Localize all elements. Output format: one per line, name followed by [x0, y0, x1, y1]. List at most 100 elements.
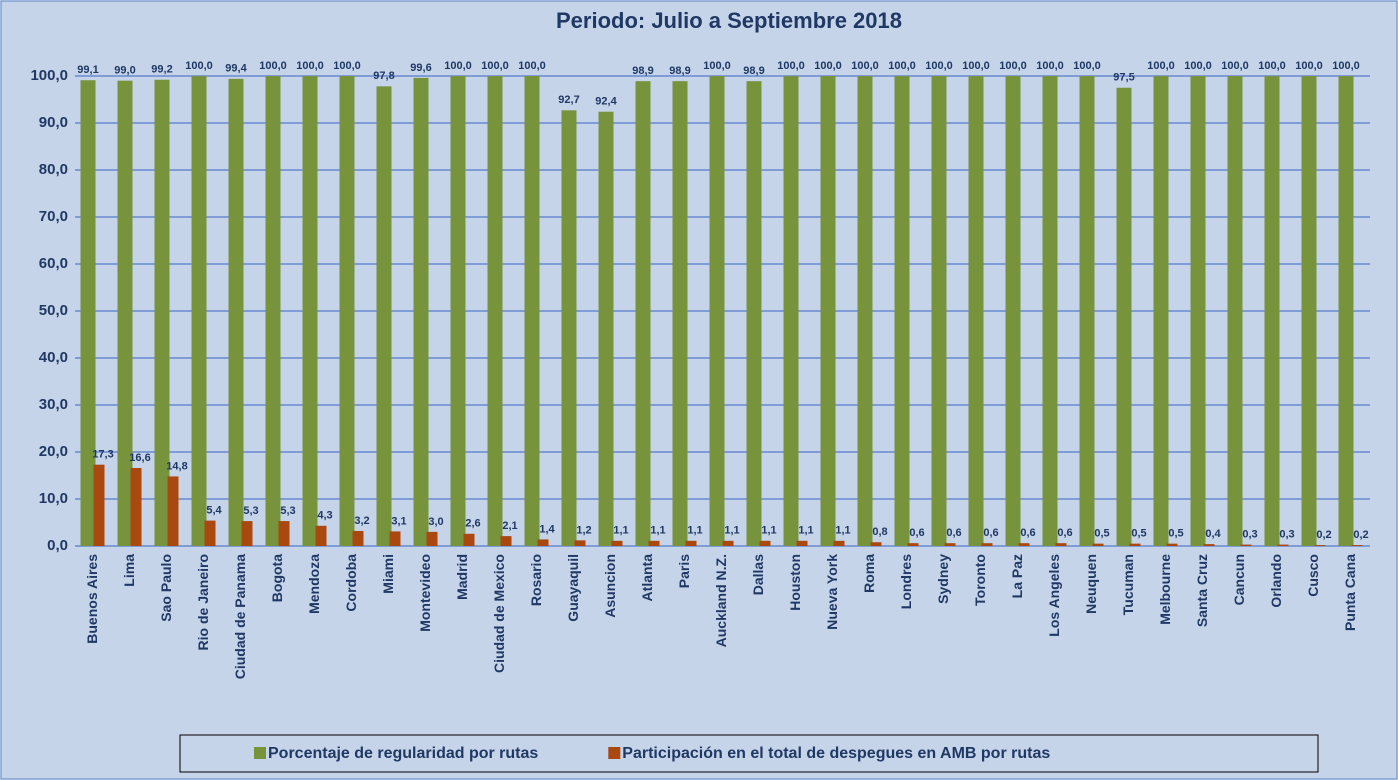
data-label: 100,0 [296, 60, 324, 72]
x-tick-label: Buenos Aires [84, 554, 100, 644]
bar [315, 525, 327, 546]
data-label: 17,3 [92, 449, 113, 461]
data-label: 99,4 [225, 63, 247, 75]
bar [117, 80, 133, 546]
bar [1301, 76, 1317, 546]
bar [1240, 544, 1252, 546]
data-label: 100,0 [703, 60, 731, 72]
data-label: 0,5 [1131, 528, 1146, 540]
bar [746, 81, 762, 547]
data-label: 99,1 [77, 64, 98, 76]
x-tick-label: Sydney [935, 554, 951, 604]
bar [278, 521, 290, 546]
y-tick-label: 50,0 [39, 302, 68, 319]
bar [154, 79, 170, 546]
bar [611, 540, 623, 546]
data-label: 100,0 [851, 60, 879, 72]
bar [167, 476, 179, 546]
data-label: 1,1 [835, 525, 850, 537]
legend-label: Participación en el total de despegues e… [622, 745, 1050, 762]
data-label: 100,0 [518, 60, 546, 72]
x-tick-label: Mendoza [306, 554, 322, 614]
x-tick-label: Melbourne [1157, 554, 1173, 625]
x-tick-label: Madrid [454, 554, 470, 600]
data-label: 92,7 [558, 94, 579, 106]
data-label: 100,0 [1258, 60, 1286, 72]
data-label: 1,1 [687, 525, 702, 537]
data-label: 0,5 [1094, 528, 1109, 540]
data-label: 100,0 [333, 60, 361, 72]
bar [426, 531, 438, 546]
x-tick-label: Montevideo [417, 554, 433, 632]
x-tick-label: La Paz [1009, 554, 1025, 598]
bar [783, 76, 799, 546]
bar [376, 86, 392, 546]
data-label: 0,6 [909, 527, 924, 539]
bar [894, 76, 910, 546]
bar [80, 80, 96, 546]
bar [1264, 76, 1280, 546]
data-label: 100,0 [1295, 60, 1323, 72]
data-label: 3,0 [428, 516, 443, 528]
x-tick-label: Nueva York [824, 554, 840, 630]
data-label: 0,3 [1279, 528, 1294, 540]
data-label: 100,0 [962, 60, 990, 72]
bar [833, 540, 845, 546]
bar [635, 81, 651, 547]
bar [413, 77, 429, 546]
data-label: 0,6 [946, 527, 961, 539]
data-label: 14,8 [166, 460, 187, 472]
x-tick-label: Ciudad de Panama [232, 554, 248, 679]
bar [389, 531, 401, 546]
data-label: 0,3 [1242, 528, 1257, 540]
x-tick-label: Los Angeles [1046, 554, 1062, 637]
data-label: 99,0 [114, 65, 135, 77]
bar [1042, 76, 1058, 546]
data-label: 0,4 [1205, 528, 1221, 540]
chart-title: Periodo: Julio a Septiembre 2018 [556, 8, 902, 33]
data-label: 100,0 [814, 60, 842, 72]
data-label: 100,0 [259, 60, 287, 72]
x-tick-label: Roma [861, 554, 877, 593]
bar [352, 530, 364, 546]
y-tick-label: 70,0 [39, 208, 68, 225]
y-tick-label: 60,0 [39, 255, 68, 272]
y-tick-label: 80,0 [39, 161, 68, 178]
data-label: 92,4 [595, 96, 617, 108]
data-label: 100,0 [888, 60, 916, 72]
x-tick-label: Santa Cruz [1194, 554, 1210, 627]
data-label: 98,9 [669, 65, 690, 77]
bar [463, 533, 475, 546]
data-label: 100,0 [1184, 60, 1212, 72]
data-label: 1,1 [613, 525, 628, 537]
data-label: 0,5 [1168, 528, 1183, 540]
x-tick-label: Tucuman [1120, 554, 1136, 615]
y-tick-label: 90,0 [39, 114, 68, 131]
bar [1055, 543, 1067, 546]
bar [685, 540, 697, 546]
bar [339, 76, 355, 546]
bar [796, 540, 808, 546]
bar [648, 540, 660, 546]
legend [179, 734, 1319, 773]
data-label: 2,6 [465, 518, 480, 530]
bar [1018, 543, 1030, 546]
bar [1338, 76, 1354, 546]
data-label: 98,9 [632, 65, 653, 77]
bar [672, 81, 688, 547]
bar [759, 540, 771, 546]
data-label: 100,0 [444, 60, 472, 72]
data-label: 1,1 [761, 525, 776, 537]
bar [1166, 543, 1178, 546]
legend-swatch [608, 747, 621, 759]
x-tick-label: Toronto [972, 554, 988, 606]
x-tick-label: Miami [380, 554, 396, 594]
x-tick-label: Lima [121, 554, 137, 587]
data-label: 0,2 [1316, 529, 1331, 541]
bar [204, 520, 216, 546]
bar [1092, 543, 1104, 546]
data-label: 3,2 [354, 515, 369, 527]
bar [191, 76, 207, 546]
bar [968, 76, 984, 546]
